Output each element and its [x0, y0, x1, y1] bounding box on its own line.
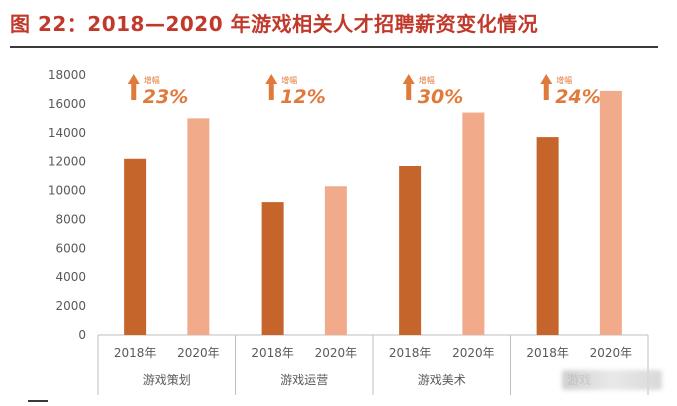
growth-arrow-icon	[540, 74, 553, 100]
y-tick-label: 16000	[48, 97, 86, 111]
x-tick-label: 2018年	[526, 346, 569, 360]
category-label: 游戏策划	[143, 373, 191, 387]
y-tick-label: 18000	[48, 68, 86, 82]
bar-2018	[261, 202, 284, 335]
y-tick-label: 6000	[55, 241, 86, 255]
y-tick-label: 0	[78, 328, 86, 342]
x-tick-label: 2020年	[177, 346, 220, 360]
x-tick-label: 2020年	[315, 346, 358, 360]
x-tick-label: 2018年	[389, 346, 432, 360]
bar-2018	[399, 166, 422, 335]
growth-percent: 24%	[555, 86, 600, 108]
category-label: 游戏运营	[280, 373, 328, 387]
bar-2020	[599, 90, 622, 335]
growth-arrow-icon	[402, 74, 415, 100]
x-tick-label: 2020年	[452, 346, 495, 360]
bar-2018	[536, 137, 559, 335]
growth-arrow-icon	[265, 74, 278, 100]
y-tick-label: 10000	[48, 184, 86, 198]
bottom-rule	[28, 400, 48, 402]
x-tick-label: 2020年	[590, 346, 633, 360]
y-tick-label: 2000	[55, 299, 86, 313]
growth-arrow-icon	[127, 74, 140, 100]
bar-2020	[324, 186, 347, 335]
growth-percent: 23%	[143, 86, 188, 108]
bar-2020	[187, 118, 210, 335]
bar-2018	[124, 158, 147, 335]
growth-label: 增幅	[556, 75, 572, 85]
y-tick-label: 8000	[55, 212, 86, 226]
watermark-blur	[562, 370, 662, 390]
category-label: 游戏美术	[418, 373, 466, 387]
title-rule	[10, 46, 658, 48]
y-tick-label: 14000	[48, 126, 86, 140]
growth-label: 增幅	[281, 75, 297, 85]
growth-label: 增幅	[144, 75, 160, 85]
figure-title: 图 22：2018—2020 年游戏相关人才招聘薪资变化情况	[10, 12, 539, 36]
growth-percent: 30%	[418, 86, 463, 108]
growth-percent: 12%	[280, 86, 325, 108]
y-tick-label: 4000	[55, 270, 86, 284]
bar-2020	[462, 112, 485, 335]
growth-label: 增幅	[419, 75, 435, 85]
x-tick-label: 2018年	[251, 346, 294, 360]
x-tick-label: 2018年	[114, 346, 157, 360]
y-tick-label: 12000	[48, 155, 86, 169]
